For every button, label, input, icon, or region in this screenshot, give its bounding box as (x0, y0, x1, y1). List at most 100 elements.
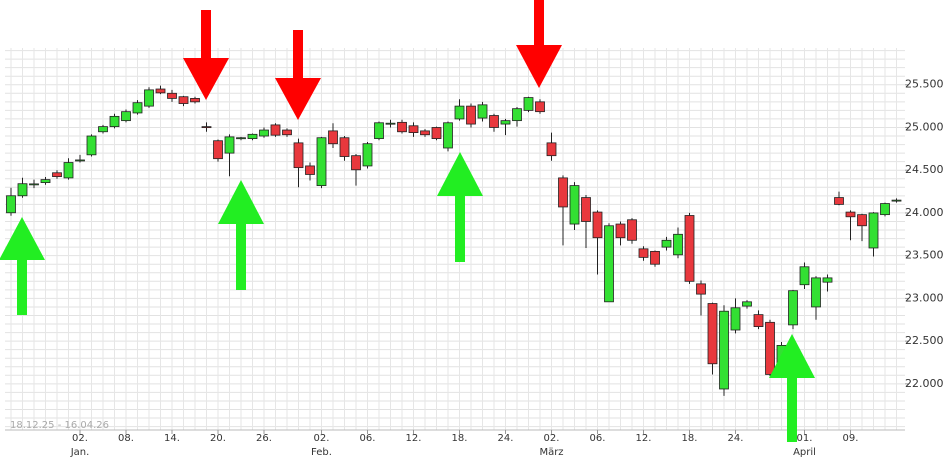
candle-body (845, 211, 856, 218)
candle-body (259, 129, 269, 137)
x-tick-label: 02. (544, 433, 560, 444)
candle-body (466, 105, 476, 125)
candle-body (891, 199, 902, 202)
candle-body (857, 214, 867, 227)
y-tick-label: 25.500 (905, 78, 944, 91)
x-tick-label: 06. (360, 433, 376, 444)
candle-body (650, 250, 660, 265)
candle-body (811, 277, 821, 308)
candle-body (6, 195, 16, 214)
down-arrow (183, 10, 229, 100)
candle-body (282, 129, 292, 136)
candle-body (719, 310, 729, 390)
x-tick-label: 02. (72, 433, 88, 444)
candle-body (236, 137, 246, 140)
up-arrow (0, 217, 45, 315)
candle-body (247, 133, 258, 139)
y-tick-label: 23.500 (905, 249, 944, 262)
x-tick-label: 08. (118, 433, 134, 444)
x-tick-label: 20. (210, 433, 226, 444)
candle-body (834, 197, 844, 205)
candle-body (190, 98, 200, 103)
candle-body (420, 130, 430, 136)
candle-body (880, 203, 890, 216)
down-arrow (516, 0, 562, 88)
candle-body (753, 314, 764, 327)
candle-body (535, 101, 545, 113)
candle-body (765, 321, 775, 375)
x-tick-label: 12. (406, 433, 422, 444)
candle-body (213, 140, 223, 160)
candle-body (546, 142, 557, 157)
candle-body (489, 115, 499, 128)
candle-body (615, 223, 626, 239)
candle-body (293, 142, 304, 169)
candle-body (558, 177, 568, 208)
candle-body (512, 108, 522, 122)
x-tick-label: 01. (797, 433, 813, 444)
month-label: April (793, 447, 816, 458)
up-arrow (437, 152, 483, 262)
candle-body (673, 233, 683, 256)
x-tick-label: 24. (498, 433, 514, 444)
candle-body (581, 197, 591, 222)
candle-body (822, 277, 833, 283)
candle-body (523, 97, 534, 111)
candle-body (224, 136, 235, 154)
up-arrow (769, 334, 815, 442)
candle-body (431, 127, 442, 139)
x-tick-label: 09. (843, 433, 859, 444)
x-tick-label: 14. (164, 433, 180, 444)
candle-body (121, 111, 131, 122)
x-tick-label: 06. (590, 433, 606, 444)
y-tick-label: 24.000 (905, 206, 944, 219)
x-tick-label: 18. (452, 433, 468, 444)
candle-body (638, 248, 649, 258)
candle-body (316, 137, 327, 186)
candle-body (374, 122, 384, 139)
candle-body (788, 290, 798, 326)
candle-body (730, 307, 741, 331)
x-tick-label: 12. (636, 433, 652, 444)
candle-body (627, 219, 637, 241)
date-range: 18.12.25 - 16.04.26 (10, 420, 109, 431)
candle-body (132, 102, 143, 114)
month-label: Feb. (311, 447, 332, 458)
candle-body (707, 303, 718, 365)
candle-body (604, 225, 614, 303)
candle-body (385, 122, 396, 125)
arrows (0, 0, 815, 442)
candle-body (178, 96, 189, 104)
y-tick-label: 22.500 (905, 334, 944, 347)
x-tick-label: 02. (314, 433, 330, 444)
candle-body (868, 212, 879, 249)
candle-body (408, 125, 419, 134)
candle-body (98, 126, 108, 133)
month-label: Jan. (70, 447, 90, 458)
candle-body (305, 165, 315, 175)
candle-body (201, 126, 212, 129)
candles (6, 85, 902, 396)
candle-body (569, 185, 580, 225)
y-tick-label: 23.000 (905, 291, 944, 304)
candle-body (86, 135, 97, 156)
x-tick-label: 24. (728, 433, 744, 444)
candle-body (443, 122, 453, 149)
y-tick-label: 22.000 (905, 377, 944, 390)
candle-body (167, 92, 177, 99)
candle-body (362, 143, 373, 167)
month-label: März (539, 447, 563, 458)
candle-body (592, 211, 603, 239)
x-tick-label: 26. (256, 433, 272, 444)
candle-body (339, 137, 350, 157)
candle-body (63, 162, 74, 179)
candle-body (144, 89, 154, 107)
candle-body (696, 283, 706, 295)
down-arrow (275, 30, 321, 120)
y-tick-label: 24.500 (905, 163, 944, 176)
candle-body (109, 115, 120, 128)
candle-body (799, 266, 810, 286)
candle-body (351, 155, 361, 171)
candle-body (328, 130, 338, 145)
candle-body (270, 124, 281, 136)
